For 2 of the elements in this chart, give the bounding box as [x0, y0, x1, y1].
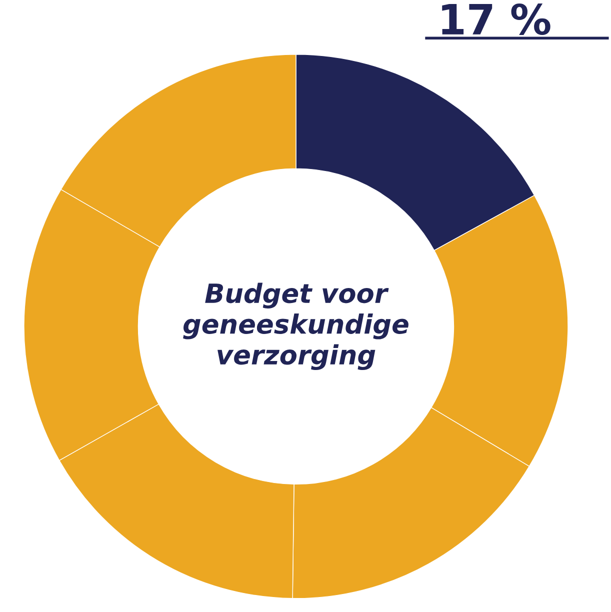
- text: 17 %: [442, 3, 550, 35]
- text: Budget voor geneeskundige verzorging: [183, 282, 408, 370]
